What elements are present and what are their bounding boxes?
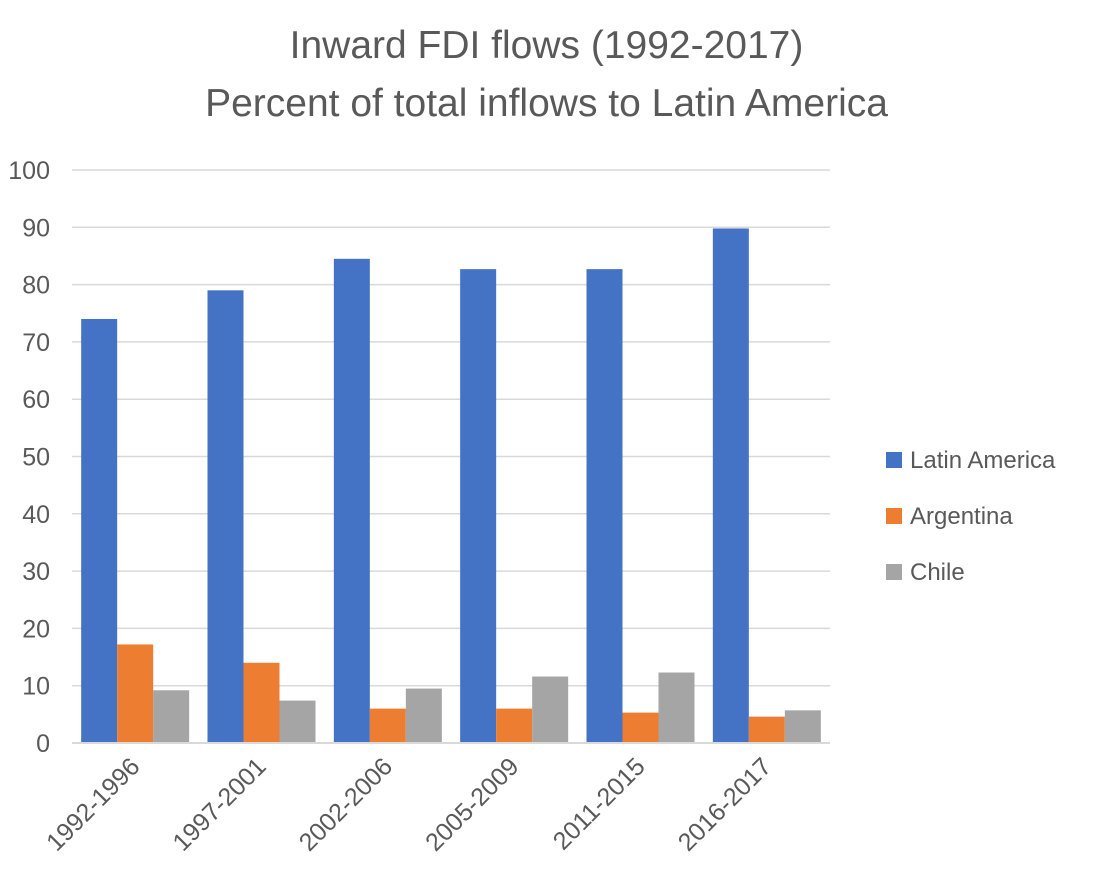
- bar-chile-2002-2006: [405, 688, 442, 743]
- legend-swatch-chile: [886, 564, 902, 580]
- legend-swatch-latin-america: [886, 452, 902, 468]
- bar-chile-1992-1996: [153, 690, 190, 743]
- bar-argentina-2002-2006: [369, 708, 406, 743]
- bar-argentina-2016-2017: [748, 716, 785, 743]
- bar-argentina-1997-2001: [243, 662, 280, 743]
- y-tick-label-40: 40: [22, 501, 50, 529]
- y-tick-label-80: 80: [22, 272, 50, 300]
- y-tick-label-30: 30: [22, 558, 50, 586]
- bar-argentina-2011-2015: [622, 712, 659, 743]
- bar-latin-america-1992-1996: [81, 318, 118, 743]
- bar-argentina-2005-2009: [496, 708, 533, 743]
- y-tick-label-90: 90: [22, 214, 50, 242]
- bar-latin-america-2002-2006: [333, 258, 370, 743]
- x-tick-label-2005-2009: 2005-2009: [420, 752, 524, 856]
- y-tick-label-60: 60: [22, 386, 50, 414]
- legend-label-latin-america: Latin America: [910, 447, 1056, 474]
- y-tick-label-50: 50: [22, 444, 50, 472]
- bar-chile-2005-2009: [532, 676, 569, 743]
- bar-latin-america-2016-2017: [712, 228, 749, 744]
- y-tick-label-10: 10: [22, 673, 50, 701]
- legend-label-chile: Chile: [910, 559, 965, 586]
- x-tick-label-2002-2006: 2002-2006: [294, 752, 398, 856]
- bar-chile-1997-2001: [279, 700, 316, 743]
- y-tick-label-100: 100: [8, 157, 50, 185]
- bar-chile-2016-2017: [784, 710, 821, 743]
- bar-chile-2011-2015: [658, 672, 695, 743]
- chart-title-line-2: Percent of total inflows to Latin Americ…: [205, 82, 888, 125]
- bar-latin-america-2011-2015: [586, 269, 623, 743]
- y-tick-label-70: 70: [22, 329, 50, 357]
- bar-argentina-1992-1996: [117, 644, 154, 743]
- bar-latin-america-1997-2001: [207, 290, 244, 743]
- legend-label-argentina: Argentina: [910, 503, 1013, 530]
- y-tick-label-20: 20: [22, 615, 50, 643]
- x-tick-label-2011-2015: 2011-2015: [548, 752, 651, 855]
- x-tick-label-2016-2017: 2016-2017: [673, 752, 777, 856]
- y-tick-label-0: 0: [36, 730, 50, 758]
- chart-title-line-1: Inward FDI flows (1992-2017): [289, 24, 804, 67]
- legend-swatch-argentina: [886, 508, 902, 524]
- bar-latin-america-2005-2009: [460, 269, 497, 743]
- x-tick-label-1992-1996: 1992-1996: [41, 752, 145, 856]
- x-tick-label-1997-2001: 1997-2001: [167, 752, 271, 856]
